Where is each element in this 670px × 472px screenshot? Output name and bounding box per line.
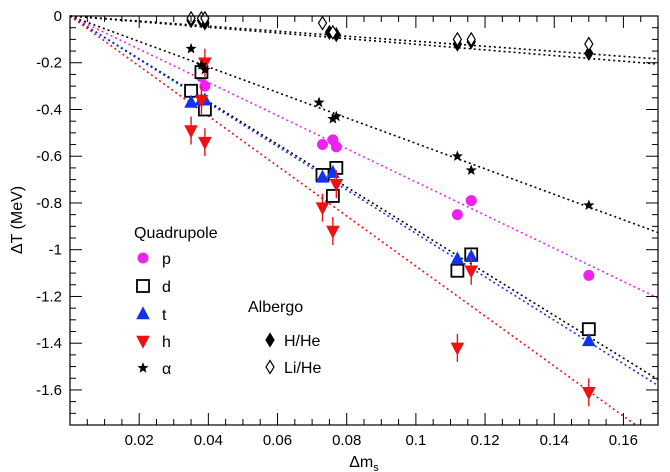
x-tick-label: 0.02: [125, 432, 154, 449]
legend-quadrupole: Quadrupole p d t h α: [134, 225, 218, 378]
y-tick-label: -0.2: [36, 55, 62, 72]
x-axis-label-main: Δm: [349, 454, 373, 471]
y-tick-label: -1.6: [36, 382, 62, 399]
legend-label-d: d: [162, 279, 171, 296]
fit-line-h: [69, 15, 637, 426]
point-h: [198, 136, 212, 150]
legend-marker-h-he: [265, 332, 275, 348]
legend-marker-p: [137, 252, 149, 264]
legend-marker-d: [136, 279, 150, 293]
x-tick-label: 0.04: [194, 432, 223, 449]
legend-albergo: Albergo H/He Li/He: [248, 299, 321, 377]
y-tick-label: -1.2: [36, 288, 62, 305]
fit-line-h-he: [69, 15, 659, 65]
point-d: [325, 189, 340, 203]
point-h: [315, 202, 330, 216]
fit-line-li-he: [69, 15, 659, 60]
x-tick-label: 0.14: [540, 432, 569, 449]
x-tick-label: 0.1: [405, 432, 426, 449]
point-h-he: [584, 45, 594, 62]
y-tick-label: -1: [49, 242, 62, 259]
axis-ticks: 0.02 0.04 0.06 0.08 0.1 0.12 0.14 0.16 0 -0.2 -0.4…: [36, 8, 658, 449]
y-tick-label: -0.6: [36, 148, 62, 165]
point-p: [199, 80, 211, 92]
y-tick-label: -0.8: [36, 195, 62, 212]
x-tick-label: 0.08: [332, 432, 361, 449]
x-tick-label: 0.06: [263, 432, 292, 449]
point-t: [315, 169, 330, 183]
point-li-he: [328, 24, 338, 41]
point-li-he: [317, 15, 328, 31]
point-t: [450, 251, 465, 265]
y-tick-label: -1.4: [36, 335, 62, 352]
point-alpha: [583, 199, 595, 211]
point-alpha: [195, 59, 208, 70]
fit-line-t: [69, 15, 659, 387]
y-tick-label: -0.4: [36, 101, 62, 118]
legend-label-p: p: [162, 251, 171, 268]
point-alpha: [185, 42, 197, 54]
point-h: [184, 125, 198, 139]
legend-label-t: t: [162, 307, 167, 324]
point-li-he: [452, 31, 463, 48]
x-axis-label-sub: s: [373, 462, 379, 472]
fit-line-p: [69, 15, 659, 299]
legend-label-li-he: Li/He: [284, 360, 321, 377]
point-alpha: [313, 96, 325, 108]
point-h: [329, 178, 344, 192]
legend-markers: [136, 252, 275, 375]
point-alpha: [330, 110, 342, 122]
point-p: [583, 269, 595, 281]
point-alpha: [199, 63, 211, 75]
y-tick-label: 0: [54, 8, 62, 25]
point-t: [184, 94, 198, 108]
point-p: [465, 195, 477, 207]
point-alpha: [451, 150, 463, 161]
point-t: [581, 333, 596, 347]
legend-label-h-he: H/He: [284, 333, 321, 350]
legend-marker-li-he: [265, 359, 275, 375]
fit-lines: [69, 15, 659, 426]
fit-line-d: [69, 15, 659, 381]
point-p: [316, 139, 328, 151]
point-alpha: [465, 164, 477, 175]
point-h: [581, 386, 596, 400]
x-axis-label: Δms: [349, 454, 379, 472]
x-tick-label: 0.16: [609, 432, 638, 449]
point-d: [450, 263, 465, 278]
point-li-he: [466, 31, 476, 48]
point-p: [330, 141, 342, 153]
legend-marker-h: [136, 335, 150, 349]
legend-label-alpha: α: [162, 361, 171, 378]
x-tick-label: 0.12: [470, 432, 499, 449]
data-points: [184, 10, 596, 407]
point-h: [326, 225, 340, 239]
y-axis-label: ΔT (MeV): [9, 186, 26, 254]
point-h: [464, 265, 479, 279]
point-p: [451, 209, 463, 221]
legend-marker-alpha: [137, 362, 149, 373]
point-li-he: [584, 36, 594, 52]
legend-quadrupole-title: Quadrupole: [134, 225, 218, 242]
legend-label-h: h: [162, 334, 171, 351]
point-h: [450, 342, 465, 356]
legend-albergo-title: Albergo: [248, 299, 303, 316]
legend-marker-t: [136, 306, 150, 320]
point-h: [194, 94, 209, 108]
